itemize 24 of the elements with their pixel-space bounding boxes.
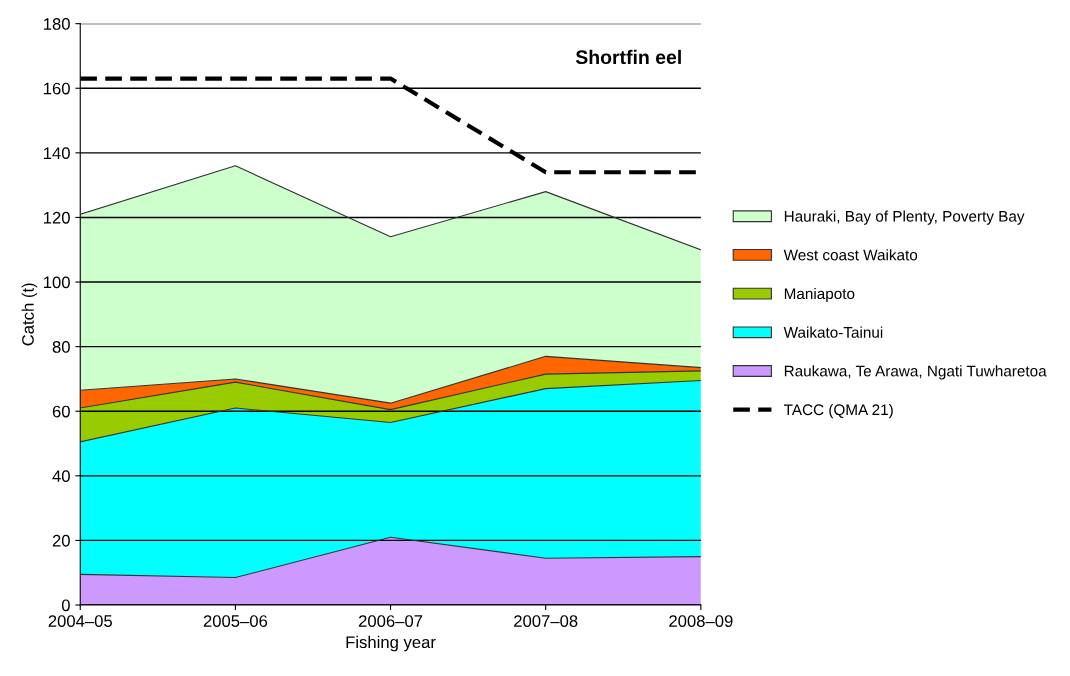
x-axis-title: Fishing year: [346, 635, 436, 652]
y-tick-label: 140: [43, 147, 70, 160]
legend-label: Hauraki, Bay of Plenty, Poverty Bay: [784, 210, 1025, 225]
x-tick-label: 2005–06: [203, 615, 268, 627]
legend-label: Waikato-Tainui: [783, 326, 883, 338]
x-tick-label: 2006–07: [358, 615, 423, 627]
legend-label: Raukawa, Te Arawa, Ngati Tuwharetoa: [784, 365, 1047, 380]
x-tick-label: 2007–08: [514, 615, 578, 627]
legend-label: West coast Waikato: [783, 249, 918, 261]
text: Shortfin eel: [575, 49, 681, 65]
y-axis-title: Catch (t): [21, 283, 38, 346]
y-tick-label: 100: [43, 276, 70, 289]
y-tick-label: 20: [52, 534, 70, 547]
y-tick-label: 180: [43, 18, 70, 30]
y-tick-label: 120: [43, 211, 70, 224]
y-tick-label: 160: [43, 82, 70, 95]
y-tick-label: 40: [52, 470, 70, 483]
legend-label: Maniapoto: [784, 287, 855, 303]
y-tick-label: 80: [52, 341, 70, 353]
y-tick-label: 0: [61, 599, 70, 612]
y-tick-label: 60: [52, 405, 70, 418]
legend-label: TACC (QMA 21): [783, 403, 893, 419]
x-tick-label: 2008–09: [669, 615, 733, 627]
x-tick-label: 2004–05: [48, 615, 112, 627]
